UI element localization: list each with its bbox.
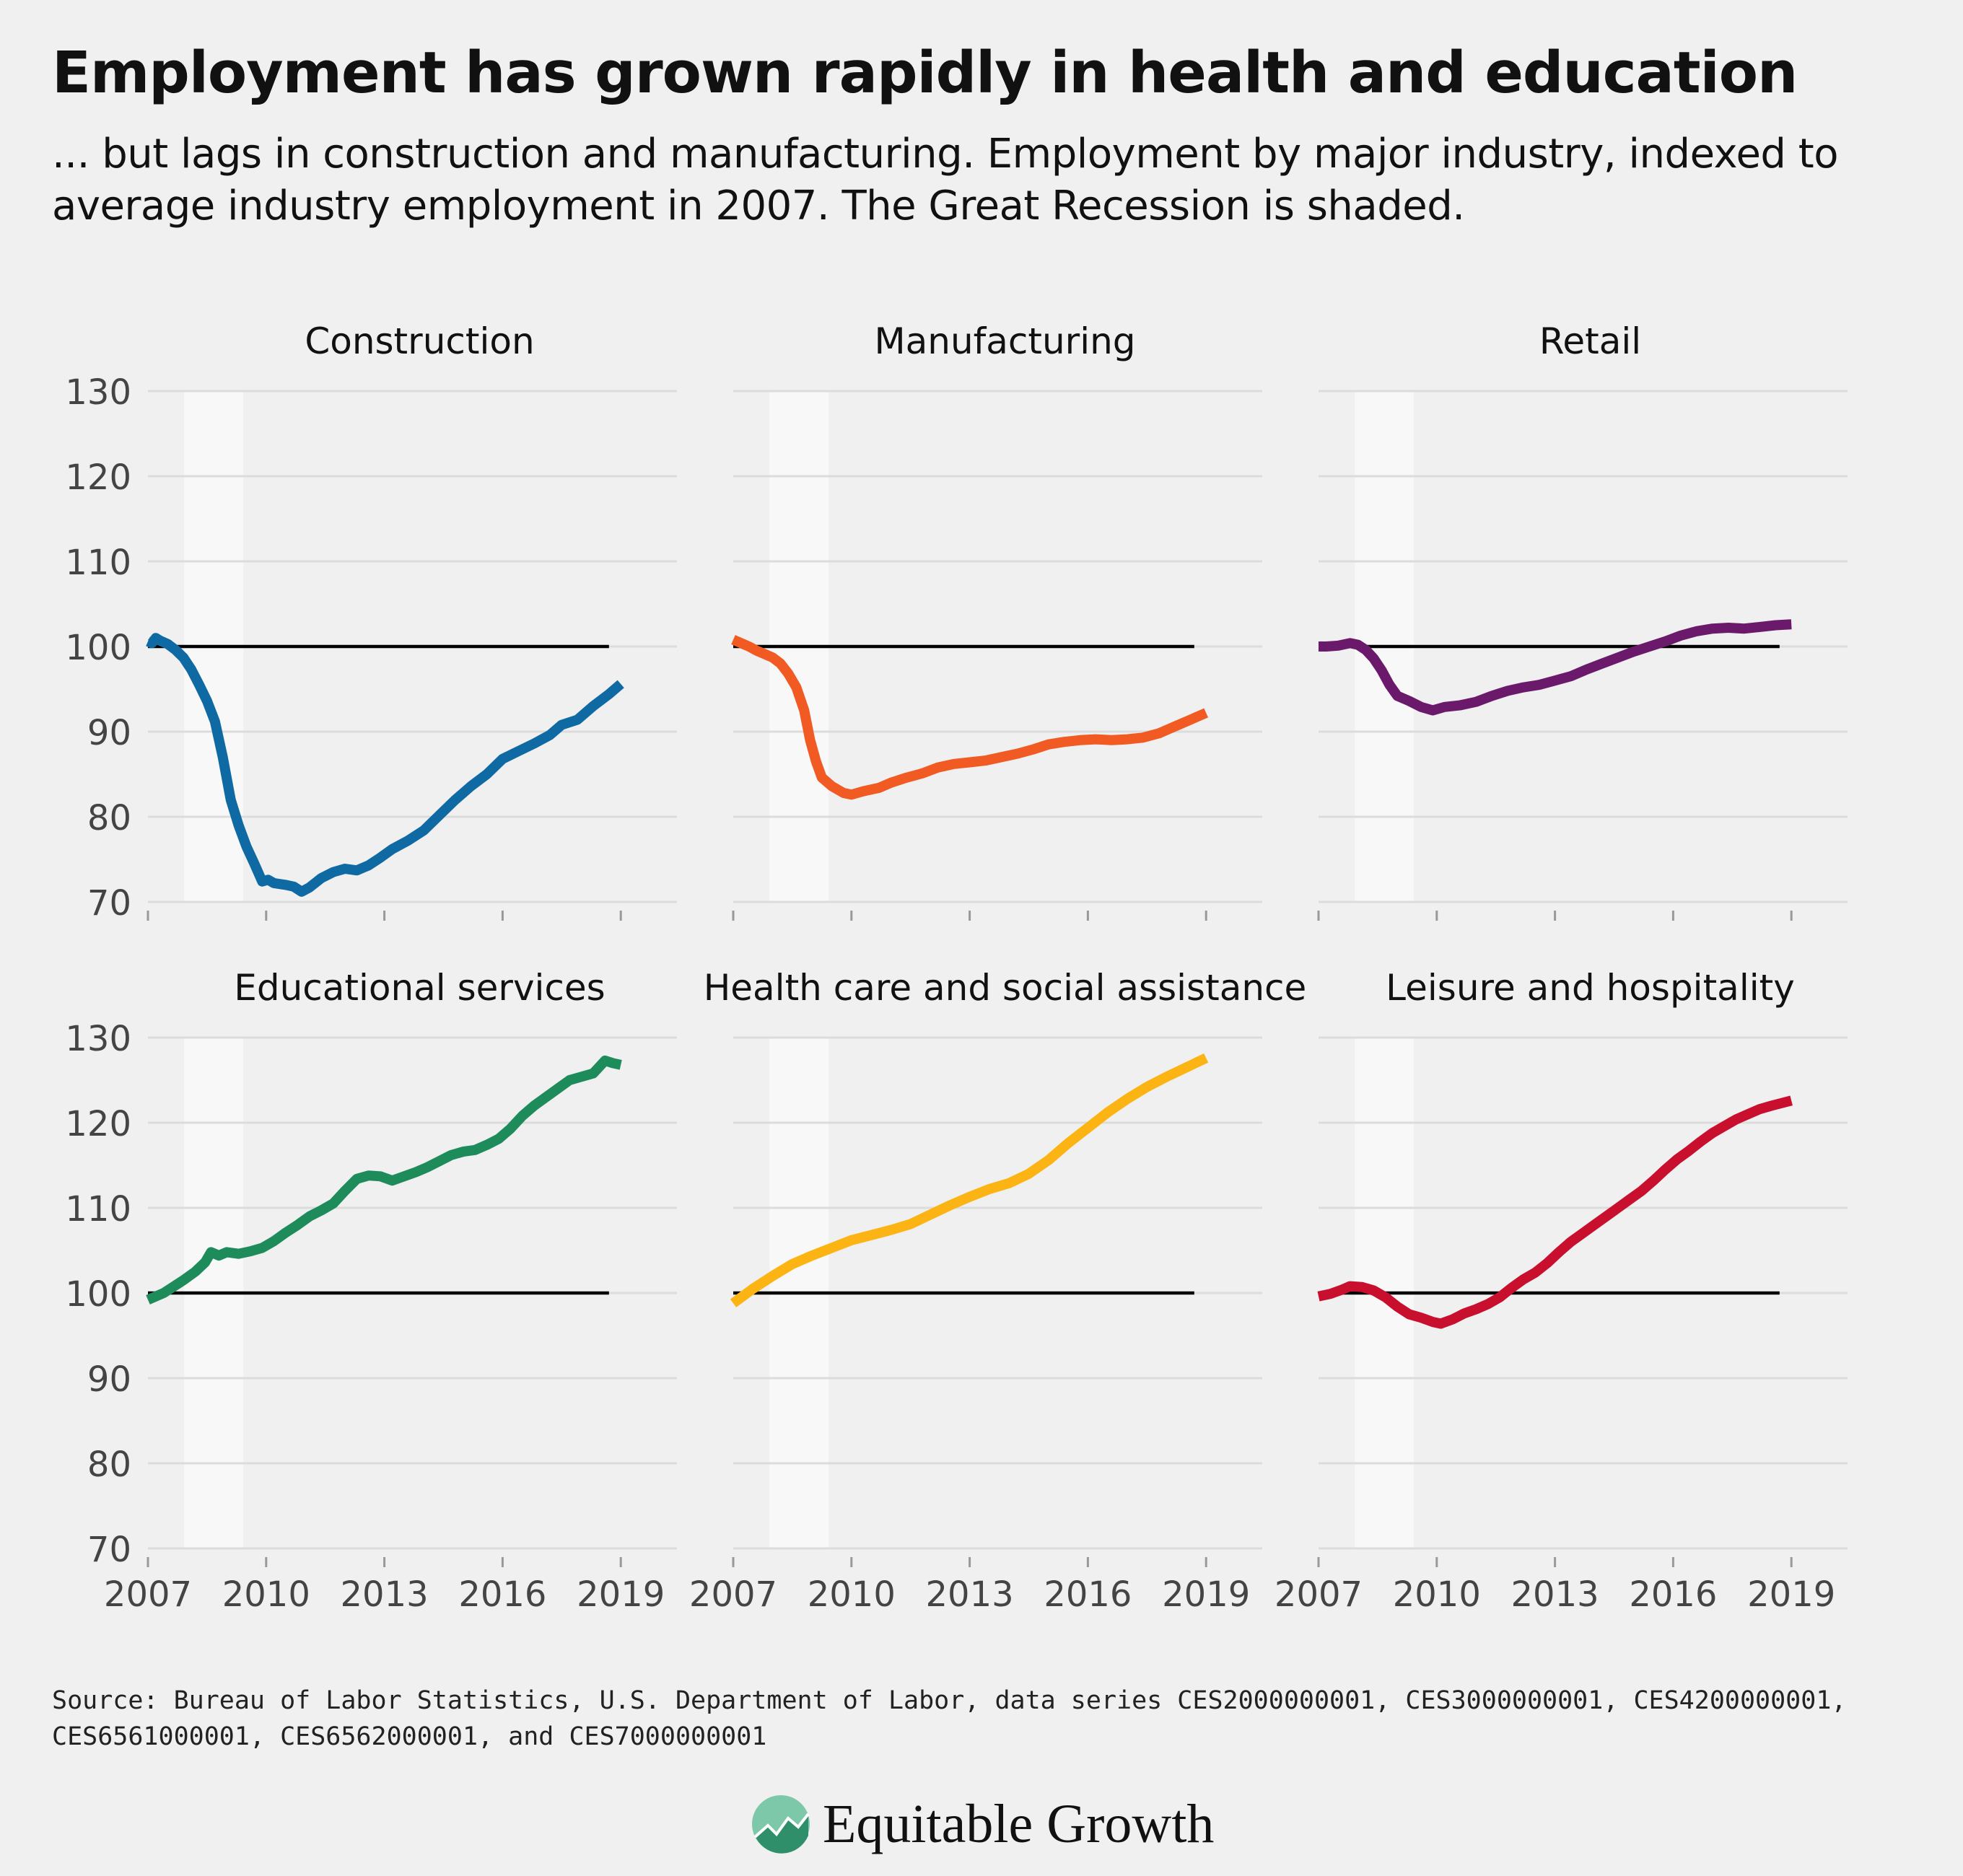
equitable-growth-logo-icon bbox=[752, 1795, 810, 1854]
series-line bbox=[146, 1055, 622, 1305]
series-line bbox=[730, 1053, 1209, 1307]
series-line bbox=[1317, 1095, 1793, 1329]
panel-educational-services: Educational services 70 80 90 100 110 120 130 20… bbox=[65, 967, 677, 1615]
chart-title: Employment has grown rapidly in health a… bbox=[52, 40, 1798, 106]
source-note: Source: Bureau of Labor Statistics, U.S.… bbox=[52, 1686, 1847, 1751]
y-tick-label: 70 bbox=[87, 1530, 131, 1570]
y-tick-label: 80 bbox=[87, 1445, 131, 1485]
x-tick-label: 2007 bbox=[1275, 1574, 1363, 1615]
panel-retail: Retail bbox=[1317, 320, 1848, 921]
x-tick-label: 2019 bbox=[1747, 1574, 1835, 1615]
x-tick-label: 2019 bbox=[577, 1574, 665, 1615]
chart-subtitle: ... but lags in construction and manufac… bbox=[52, 131, 1839, 229]
panel-title: Educational services bbox=[234, 967, 605, 1009]
x-tick-label: 2013 bbox=[341, 1574, 429, 1615]
panel-manufacturing: Manufacturing bbox=[731, 320, 1262, 921]
y-tick-label: 110 bbox=[65, 1189, 131, 1230]
panel-health-care-and-social-assistance: Health care and social assistance 2007 201… bbox=[689, 967, 1306, 1615]
series-line bbox=[1319, 619, 1792, 716]
y-tick-label: 120 bbox=[65, 1104, 131, 1144]
panel-title: Leisure and hospitality bbox=[1386, 967, 1795, 1009]
y-tick-label: 110 bbox=[65, 543, 131, 583]
y-tick-label: 90 bbox=[87, 1359, 131, 1400]
y-tick-label: 130 bbox=[65, 1019, 131, 1059]
brand-name: Equitable Growth bbox=[823, 1793, 1215, 1854]
x-tick-label: 2016 bbox=[1044, 1574, 1132, 1615]
y-tick-label: 100 bbox=[65, 1274, 131, 1315]
series-line bbox=[731, 635, 1208, 800]
panel-title: Manufacturing bbox=[874, 320, 1135, 362]
panel-title: Construction bbox=[305, 320, 534, 362]
x-tick-label: 2013 bbox=[1511, 1574, 1599, 1615]
panel-title: Health care and social assistance bbox=[704, 967, 1307, 1009]
series-line bbox=[146, 633, 624, 897]
y-tick-label: 90 bbox=[87, 713, 131, 753]
x-tick-label: 2016 bbox=[458, 1574, 546, 1615]
x-tick-label: 2007 bbox=[689, 1574, 777, 1615]
small-multiples-chart: Construction 70 80 90 100 110 120 130 Manufactur… bbox=[65, 320, 1848, 1615]
x-tick-label: 2010 bbox=[222, 1574, 310, 1615]
y-tick-label: 100 bbox=[65, 628, 131, 668]
x-tick-label: 2019 bbox=[1162, 1574, 1250, 1615]
x-tick-label: 2016 bbox=[1629, 1574, 1717, 1615]
brand-logo: Equitable Growth bbox=[751, 1788, 1214, 1860]
y-tick-label: 130 bbox=[65, 372, 131, 413]
x-tick-label: 2013 bbox=[926, 1574, 1014, 1615]
panel-leisure-and-hospitality: Leisure and hospitality 2007 2010 2013 2016 2… bbox=[1275, 967, 1848, 1615]
y-tick-label: 120 bbox=[65, 457, 131, 498]
panel-construction: Construction 70 80 90 100 110 120 130 bbox=[65, 320, 677, 924]
y-tick-label: 80 bbox=[87, 798, 131, 838]
x-tick-label: 2010 bbox=[808, 1574, 896, 1615]
panel-title: Retail bbox=[1539, 320, 1641, 362]
x-tick-label: 2007 bbox=[104, 1574, 192, 1615]
x-tick-label: 2010 bbox=[1393, 1574, 1481, 1615]
y-tick-label: 70 bbox=[87, 883, 131, 924]
